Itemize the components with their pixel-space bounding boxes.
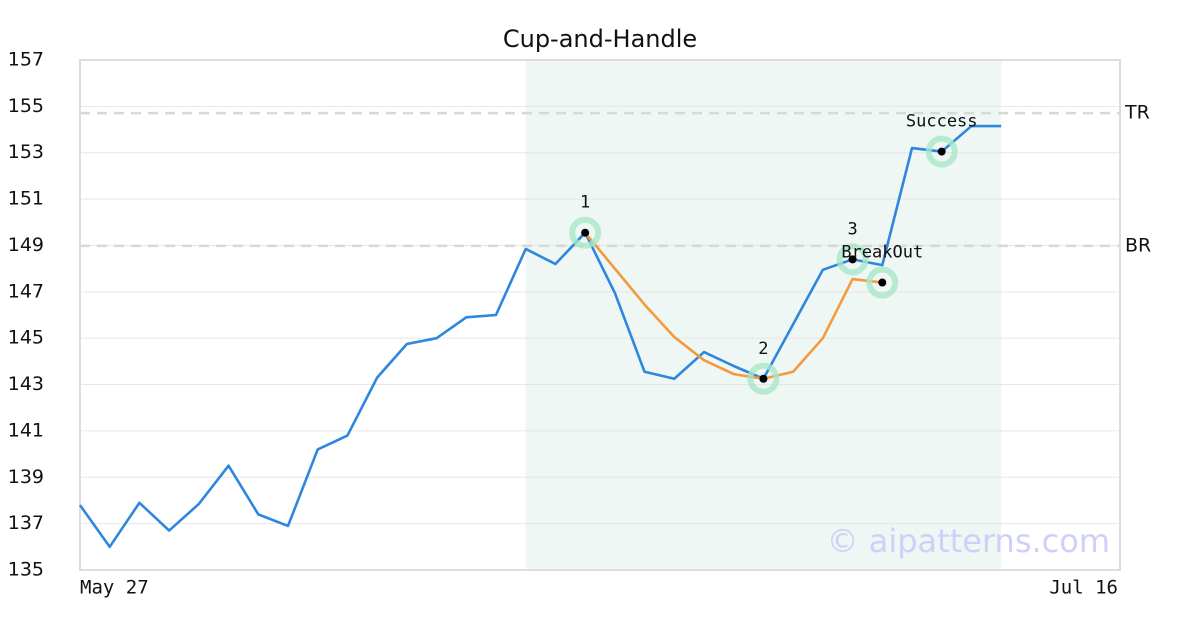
point-label: Success (906, 112, 978, 132)
y-tick-label: 145 (8, 327, 44, 349)
plot-frame (79, 59, 1121, 571)
point-dot (759, 374, 768, 383)
point-label: 1 (580, 193, 590, 213)
y-tick-label: 155 (8, 95, 44, 117)
y-tick-label: 141 (8, 419, 44, 441)
y-tick-label: 149 (8, 234, 44, 256)
y-tick-label: 135 (8, 559, 44, 581)
point-halo (866, 266, 899, 299)
reference-label: TR (1124, 102, 1150, 124)
chart-title: Cup-and-Handle (503, 25, 697, 53)
point-halo (747, 362, 780, 395)
series-line (584, 231, 883, 381)
y-tick-label: 151 (8, 188, 44, 210)
pattern-region (525, 60, 1002, 570)
y-tick-label: 137 (8, 512, 44, 534)
y-tick-label: 157 (8, 49, 44, 71)
point-halo (836, 243, 869, 276)
point-label: BreakOut (841, 243, 923, 263)
x-tick-label: May 27 (80, 577, 149, 599)
point-label: 3 (847, 219, 857, 239)
point-halo (569, 216, 602, 249)
reference-label: BR (1125, 234, 1151, 256)
point-dot (581, 228, 590, 237)
point-dot (937, 147, 946, 156)
y-tick-label: 143 (8, 373, 44, 395)
point-dot (848, 255, 857, 264)
x-tick-label: Jul 16 (1049, 577, 1118, 599)
point-halo (925, 135, 958, 168)
series-line (78, 124, 1002, 549)
y-tick-label: 147 (8, 280, 44, 302)
watermark: © aipatterns.com (827, 522, 1110, 560)
point-dot (878, 278, 887, 287)
y-tick-label: 153 (8, 141, 44, 163)
point-label: 2 (758, 339, 768, 359)
y-tick-label: 139 (8, 466, 44, 488)
